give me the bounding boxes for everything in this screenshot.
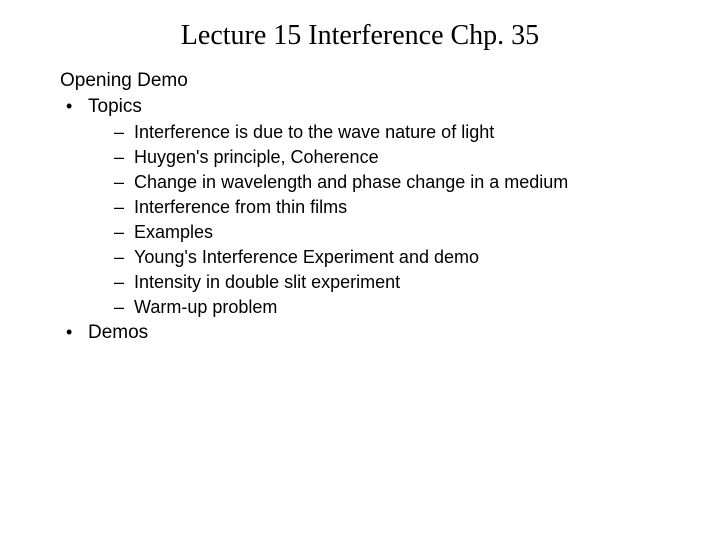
demos-label: Demos: [88, 322, 148, 343]
topics-item: Topics Interference is due to the wave n…: [60, 96, 680, 318]
outline-list: Topics Interference is due to the wave n…: [60, 96, 680, 344]
topic-item: Warm-up problem: [110, 297, 680, 318]
topics-label: Topics: [88, 96, 142, 117]
topic-item: Intensity in double slit experiment: [110, 272, 680, 293]
opening-demo-text: Opening Demo: [60, 70, 680, 92]
topic-item: Change in wavelength and phase change in…: [110, 172, 680, 193]
topic-item: Interference is due to the wave nature o…: [110, 122, 680, 143]
topic-item: Young's Interference Experiment and demo: [110, 247, 680, 268]
demos-item: Demos: [60, 322, 680, 344]
topic-item: Huygen's principle, Coherence: [110, 147, 680, 168]
topic-item: Interference from thin films: [110, 197, 680, 218]
slide-title: Lecture 15 Interference Chp. 35: [40, 20, 680, 52]
topic-item: Examples: [110, 222, 680, 243]
topics-sublist: Interference is due to the wave nature o…: [110, 122, 680, 318]
